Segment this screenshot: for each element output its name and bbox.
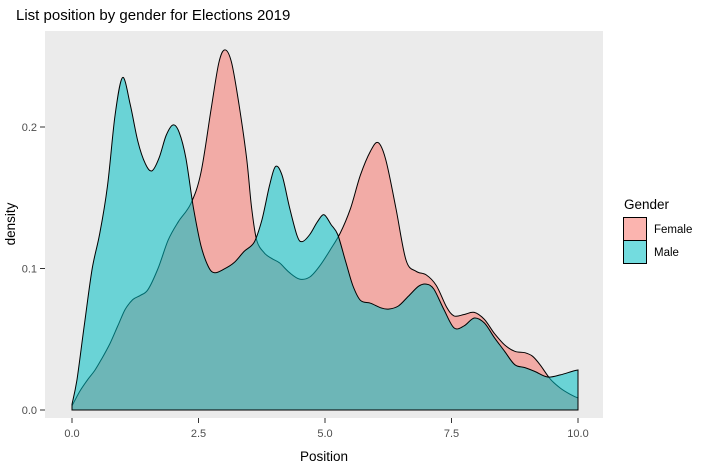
- density-area-male: [71, 76, 579, 411]
- y-tick-label: 0.0: [22, 405, 37, 417]
- chart-title: List position by gender for Elections 20…: [16, 7, 290, 24]
- x-axis: [71, 418, 579, 423]
- x-tick-label: 7.5: [444, 428, 459, 440]
- y-axis-labels: 0.0 0.1 0.2: [22, 122, 37, 417]
- x-tick-label: 5.0: [317, 428, 332, 440]
- x-tick-label: 10.0: [567, 428, 588, 440]
- legend-label-female: Female: [654, 224, 692, 236]
- legend-label-male: Male: [654, 247, 679, 259]
- legend-key-male: [623, 240, 647, 264]
- density-areas: [71, 49, 579, 411]
- y-axis-title: density: [3, 202, 18, 245]
- x-tick-label: 0.0: [64, 428, 79, 440]
- y-axis: [40, 126, 45, 411]
- x-axis-title: Position: [300, 449, 348, 464]
- y-tick-label: 0.1: [22, 264, 37, 276]
- legend-key-female: [623, 217, 647, 241]
- x-axis-labels: 0.0 2.5 5.0 7.5 10.0: [64, 428, 588, 440]
- legend-title: Gender: [624, 197, 670, 212]
- y-tick-label: 0.2: [22, 122, 37, 134]
- legend: Gender Female Male: [623, 197, 692, 264]
- x-tick-label: 2.5: [191, 428, 206, 440]
